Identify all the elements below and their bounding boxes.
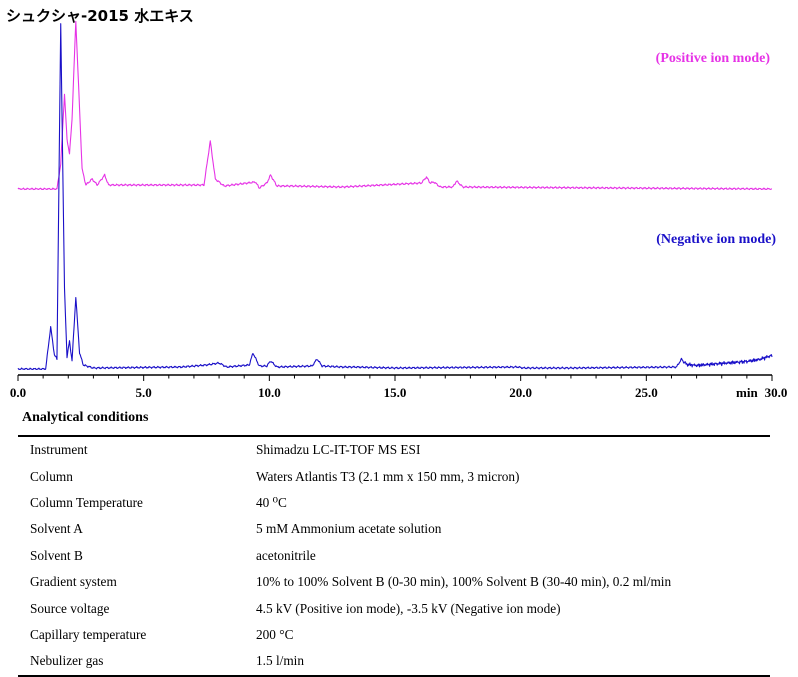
condition-value: 1.5 l/min [256, 653, 305, 669]
condition-value: 40 ⁰C [256, 494, 287, 510]
condition-label: Solvent A [30, 521, 83, 537]
conditions-row: Instrument Shimadzu LC-IT-TOF MS ESI [18, 436, 770, 463]
condition-value: Waters Atlantis T3 (2.1 mm x 150 mm, 3 m… [256, 468, 520, 484]
x-axis-ticks: 0.0 5.0 10.0 15.0 20.0 25.0 30.0 [10, 375, 788, 400]
negative-mode-label: (Negative ion mode) [656, 232, 776, 247]
x-tick-label: 5.0 [136, 385, 152, 400]
conditions-row: Source voltage 4.5 kV (Positive ion mode)… [18, 595, 770, 621]
chromatogram-chart: シュクシャ-2015 水エキス (Positive ion mode) (Neg… [6, 7, 788, 400]
conditions-heading: Analytical conditions [22, 410, 149, 425]
conditions-row: Solvent B acetonitrile [18, 543, 770, 569]
positive-ion-trace [17, 20, 773, 191]
negative-ion-trace [17, 23, 773, 371]
conditions-table: Instrument Shimadzu LC-IT-TOF MS ESI Colum… [18, 435, 770, 677]
condition-label: Source voltage [30, 600, 110, 616]
condition-label: Nebulizer gas [30, 653, 104, 669]
conditions-row: Nebulizer gas 1.5 l/min [18, 648, 770, 675]
x-tick-label: 30.0 [765, 385, 788, 400]
condition-value: 200 °C [256, 626, 294, 642]
x-axis-unit-label: min [736, 385, 758, 400]
analytical-conditions: Analytical conditions Instrument Shimadzu… [18, 409, 770, 677]
conditions-row: Capillary temperature 200 °C [18, 622, 770, 648]
x-tick-label: 20.0 [509, 385, 532, 400]
condition-value: 4.5 kV (Positive ion mode), -3.5 kV (Neg… [256, 600, 561, 616]
condition-value: 10% to 100% Solvent B (0-30 min), 100% S… [256, 574, 672, 590]
conditions-row: Solvent A 5 mM Ammonium acetate solution [18, 516, 770, 542]
conditions-row: Column Waters Atlantis T3 (2.1 mm x 150 m… [18, 463, 770, 489]
x-tick-label: 10.0 [258, 385, 281, 400]
positive-mode-label: (Positive ion mode) [656, 51, 771, 66]
condition-value: Shimadzu LC-IT-TOF MS ESI [256, 442, 421, 458]
chart-title: シュクシャ-2015 水エキス [6, 7, 194, 25]
condition-label: Column Temperature [30, 494, 143, 510]
x-tick-label: 25.0 [635, 385, 658, 400]
chromatogram-traces [17, 20, 773, 371]
condition-label: Gradient system [30, 574, 117, 590]
condition-value: 5 mM Ammonium acetate solution [256, 521, 442, 537]
conditions-row: Gradient system 10% to 100% Solvent B (0-… [18, 569, 770, 595]
condition-label: Column [30, 468, 73, 484]
condition-label: Instrument [30, 442, 88, 458]
conditions-row: Column Temperature 40 ⁰C [18, 490, 770, 516]
x-tick-label: 0.0 [10, 385, 26, 400]
x-tick-label: 15.0 [384, 385, 407, 400]
condition-value: acetonitrile [256, 547, 316, 563]
condition-label: Solvent B [30, 547, 83, 563]
condition-label: Capillary temperature [30, 626, 147, 642]
